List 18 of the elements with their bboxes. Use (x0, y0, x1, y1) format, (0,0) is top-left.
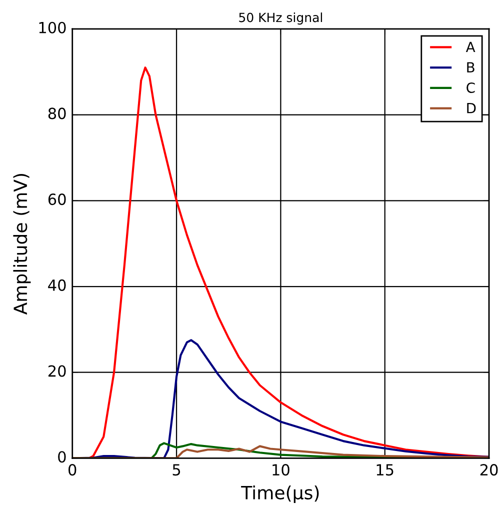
y-tick-label: 0 (58, 451, 66, 463)
y-tick-label: 80 (48, 108, 66, 120)
legend-label: B (467, 62, 474, 72)
y-tick-label: 100 (39, 22, 66, 34)
x-tick-label: 15 (376, 464, 394, 476)
legend-label: D (467, 103, 476, 114)
x-axis-title: Time(μs) (241, 486, 319, 503)
x-tick-label: 0 (68, 464, 76, 476)
legend-label: C (466, 82, 475, 93)
y-tick-label: 40 (48, 279, 66, 291)
legend-label: A (466, 42, 476, 52)
y-tick-label: 20 (48, 365, 66, 377)
x-tick-label: 10 (272, 464, 290, 476)
x-tick-label: 5 (172, 464, 180, 476)
chart-title: 50 KHz signal (239, 12, 322, 25)
y-axis-title: Amplitude (mV) (13, 174, 31, 315)
x-tick-label: 20 (480, 464, 498, 476)
y-tick-label: 60 (48, 194, 66, 206)
